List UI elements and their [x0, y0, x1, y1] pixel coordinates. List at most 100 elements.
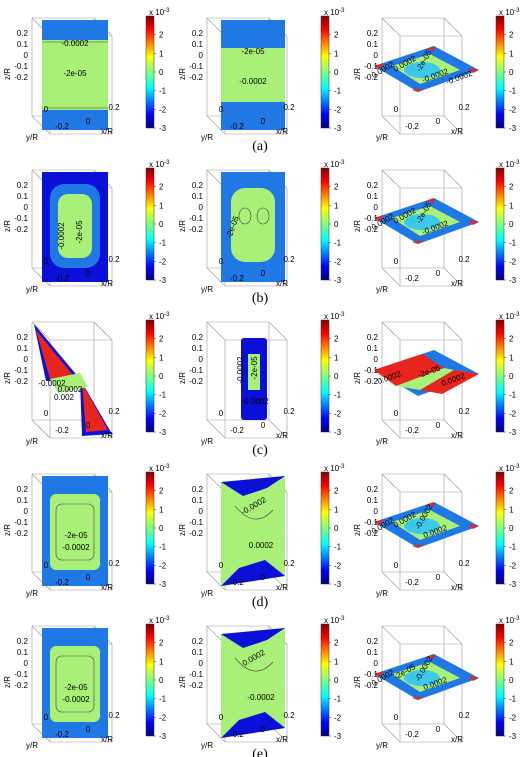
y-tick-label: -0.2	[405, 578, 419, 587]
y-tick-label: 0	[394, 105, 399, 114]
field-region	[221, 712, 285, 738]
z-tick-label: 0	[374, 51, 379, 60]
contour-label: 0.002	[54, 393, 75, 402]
x-tick-label: 0.2	[108, 255, 120, 264]
z-tick-label: 0.1	[192, 192, 204, 201]
colorbar-tick-label: 2	[334, 335, 339, 344]
field-region	[221, 628, 285, 648]
z-tick-label: -0.2	[189, 73, 203, 82]
colorbar	[495, 167, 505, 281]
field-region	[412, 544, 424, 548]
panel-b-yz: -0.0002 -2e-050.20.10-0.1-0.2z/R0-0.200.2…	[3, 160, 170, 294]
z-tick-label: -0.2	[189, 225, 203, 234]
colorbar-tick-label: 2	[159, 335, 164, 344]
colorbar-tick-label: -2	[509, 257, 517, 266]
box-edge	[93, 321, 113, 341]
box-edge	[381, 17, 401, 37]
z-tick-label: -0.1	[14, 518, 28, 527]
field-region	[50, 646, 100, 722]
colorbar	[320, 471, 330, 585]
box-edge	[31, 321, 51, 341]
colorbar-tick-label: -1	[334, 543, 342, 552]
box-edge	[268, 321, 288, 341]
box-edge	[381, 419, 401, 439]
colorbar	[495, 15, 505, 129]
x-tick-label: 0	[436, 725, 441, 734]
colorbar-tick-label: 1	[159, 201, 164, 210]
box-edge	[381, 321, 401, 341]
contour-label: -0.0002	[239, 77, 267, 86]
y-tick-label: 0	[219, 561, 224, 570]
x-tick-label: 0	[261, 421, 266, 430]
y-tick-label: 0	[394, 713, 399, 722]
colorbar-tick-label: 0	[159, 220, 164, 229]
contour-line	[234, 657, 274, 672]
box-edge	[381, 723, 401, 743]
colorbar-tick-label: -1	[159, 87, 167, 96]
z-tick-label: 0	[199, 659, 204, 668]
colorbar-tick-label: 0	[334, 220, 339, 229]
contour-label: -2e-05	[64, 531, 88, 540]
z-axis-label: z/R	[353, 676, 362, 688]
x-axis-label: x/R	[276, 735, 288, 744]
z-tick-label: -0.2	[14, 377, 28, 386]
x-tick-label: 0.2	[458, 103, 470, 112]
box-edge	[31, 723, 51, 743]
colorbar	[145, 319, 155, 433]
x-tick-label: 0.2	[283, 103, 295, 112]
z-tick-label: 0	[199, 507, 204, 516]
box-edge	[381, 625, 401, 645]
colorbar-tick-label: -2	[159, 409, 167, 418]
panel-b-xz: -2e-050.20.10-0.1-0.2z/R0-0.200.2y/Rx/R2…	[178, 160, 345, 294]
colorbar-exponent: x 10-3	[499, 616, 520, 625]
field-region	[412, 696, 424, 700]
y-tick-label: 0	[219, 713, 224, 722]
colorbar	[145, 471, 155, 585]
x-tick-label: 0	[86, 269, 91, 278]
z-tick-label: -0.2	[14, 225, 28, 234]
field-region	[36, 330, 76, 379]
z-tick-label: -0.2	[189, 681, 203, 690]
colorbar	[495, 623, 505, 737]
z-tick-label: -0.1	[364, 214, 378, 223]
colorbar-exponent: x 10-3	[499, 312, 520, 321]
field-region	[404, 214, 440, 230]
box-edge	[206, 321, 226, 341]
z-tick-label: 0.1	[192, 648, 204, 657]
x-axis-label: x/R	[276, 583, 288, 592]
contour-label: -0.0002	[38, 379, 66, 388]
y-axis-label: y/R	[376, 133, 388, 142]
z-axis-label: z/R	[3, 524, 12, 536]
colorbar-exponent: x 10-3	[324, 8, 345, 17]
z-tick-label: 0.2	[17, 181, 29, 190]
z-tick-label: 0.2	[17, 29, 29, 38]
colorbar-tick-label: -1	[509, 543, 517, 552]
contour-label: 0.0002	[249, 541, 274, 550]
colorbar-tick-label: 2	[159, 31, 164, 40]
colorbar-tick-label: -2	[159, 257, 167, 266]
z-tick-label: 0.2	[192, 181, 204, 190]
y-tick-label: -0.2	[55, 122, 69, 131]
x-axis-label: x/R	[451, 431, 463, 440]
colorbar-tick-label: 2	[334, 31, 339, 40]
colorbar-tick-label: -3	[334, 428, 342, 437]
z-axis-label: z/R	[3, 220, 12, 232]
colorbar-exponent: x 10-3	[324, 312, 345, 321]
field-region	[221, 628, 285, 738]
z-tick-label: -0.2	[364, 225, 378, 234]
panel-b-xy: 0.00020.0002-2e-05-0.00020.20.10-0.1-0.2…	[353, 160, 520, 294]
box-edge	[381, 571, 401, 591]
colorbar-tick-label: -1	[159, 391, 167, 400]
colorbar-tick-label: 2	[159, 183, 164, 192]
y-axis-label: y/R	[201, 437, 213, 446]
box-edge	[381, 169, 401, 189]
colorbar-tick-label: 0	[334, 372, 339, 381]
z-tick-label: 0.1	[367, 496, 379, 505]
x-axis-label: x/R	[451, 127, 463, 136]
field-region	[468, 220, 479, 225]
panel-e-yz: -2e-05-0.00020.20.10-0.1-0.2z/R0-0.200.2…	[3, 616, 170, 750]
z-tick-label: -0.1	[14, 366, 28, 375]
x-axis-label: x/R	[451, 279, 463, 288]
y-axis-label: y/R	[26, 437, 38, 446]
colorbar-exponent: x 10-3	[149, 464, 170, 473]
